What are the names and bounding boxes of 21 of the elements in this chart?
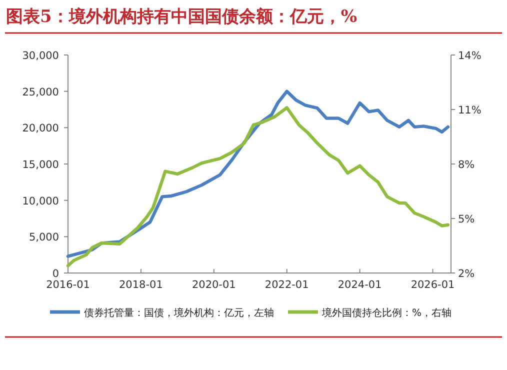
- chart-title: 图表5：境外机构持有中国国债余额：亿元，%: [6, 7, 357, 27]
- x-tick-label: 2016-01: [46, 279, 90, 291]
- y-tick-label: 30,000: [22, 50, 59, 62]
- x-tick-label: 2026-01: [410, 279, 455, 291]
- y2-tick-label: 11%: [458, 104, 482, 116]
- x-tick-label: 2024-01: [338, 279, 382, 291]
- y2-tick-label: 14%: [458, 50, 482, 62]
- y-tick-label: 15,000: [22, 159, 59, 171]
- legend-label: 债券托管量：国债，境外机构：亿元，左轴: [84, 307, 274, 319]
- y-tick-label: 5,000: [28, 232, 59, 244]
- y2-tick-label: 2%: [458, 268, 475, 280]
- y-tick-label: 0: [52, 268, 59, 280]
- y-tick-label: 25,000: [22, 86, 59, 98]
- y-tick-label: 10,000: [22, 195, 59, 208]
- x-tick-label: 2022-01: [264, 279, 309, 291]
- x-tick-label: 2020-01: [192, 279, 236, 291]
- y2-tick-label: 8%: [458, 159, 475, 171]
- legend-label: 境外国债持仓比例：%，右轴: [321, 307, 452, 319]
- y2-tick-label: 5%: [458, 214, 475, 226]
- x-tick-label: 2018-01: [119, 279, 163, 291]
- y-tick-label: 20,000: [22, 122, 59, 135]
